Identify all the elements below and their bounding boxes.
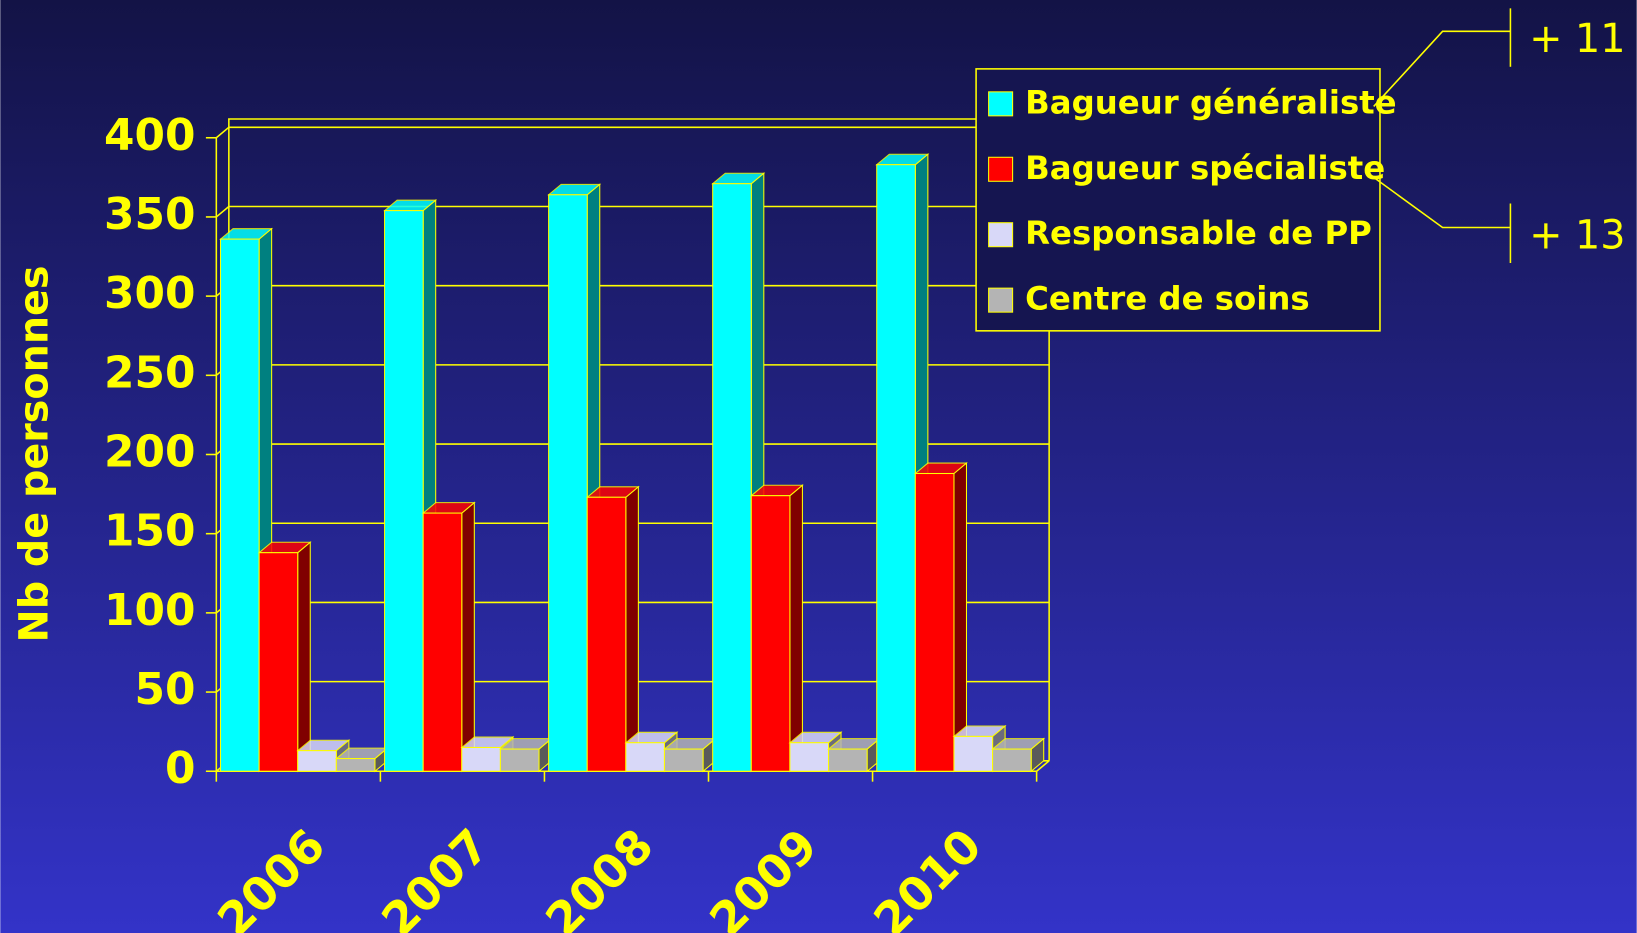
bar: [876, 164, 916, 772]
bar: [297, 750, 337, 772]
bar: [953, 735, 994, 772]
bar: [499, 748, 540, 772]
legend-entries: Bagueur généraliste Bagueur spécialiste Re…: [988, 83, 1397, 318]
bar-side: [953, 461, 968, 773]
legend-swatch: [988, 222, 1014, 248]
bar: [663, 748, 704, 772]
legend-label: Bagueur généraliste: [1025, 83, 1396, 121]
y-tick-label: 150: [104, 506, 196, 557]
bar: [461, 746, 501, 772]
bar-side: [297, 541, 311, 773]
bar: [992, 748, 1032, 772]
bar: [219, 238, 260, 772]
bar: [258, 552, 299, 772]
legend-label: Bagueur spécialiste: [1025, 149, 1385, 187]
y-tick-label: 250: [104, 347, 196, 398]
bar: [384, 210, 424, 772]
grid-line-side: [215, 205, 230, 218]
bracket: [1373, 30, 1511, 107]
bar-side: [461, 501, 475, 773]
y-tick-label: 350: [104, 189, 196, 240]
y-tick-label: 100: [104, 585, 196, 636]
bar: [548, 194, 588, 772]
legend: [975, 68, 1381, 332]
legend-label: Centre de soins: [1025, 280, 1310, 318]
bracket: [1373, 176, 1511, 229]
legend-label: Responsable de PP: [1025, 214, 1372, 252]
bar: [625, 742, 665, 772]
bar: [914, 472, 955, 772]
legend-swatch: [988, 287, 1014, 313]
y-axis-label: Nb de personnes: [11, 265, 57, 642]
y-tick-label: 300: [104, 268, 196, 319]
annotation: + 11: [1529, 16, 1625, 62]
bar-side: [789, 484, 803, 773]
bar: [335, 758, 376, 772]
y-tick-label: 0: [165, 743, 196, 794]
bar: [827, 748, 868, 772]
bar: [750, 495, 791, 772]
bar: [789, 742, 830, 772]
annotation: + 13: [1529, 212, 1625, 258]
floor-edge: [1036, 760, 1050, 772]
y-tick-label: 400: [104, 110, 196, 161]
bar-side: [625, 485, 639, 773]
bar: [712, 183, 752, 772]
bar: [422, 512, 463, 772]
grid-line-side: [215, 126, 230, 139]
legend-swatch: [988, 156, 1014, 182]
bar: [586, 496, 627, 772]
y-tick-label: 200: [104, 426, 196, 477]
y-tick-label: 50: [134, 664, 195, 715]
legend-swatch: [988, 91, 1014, 117]
